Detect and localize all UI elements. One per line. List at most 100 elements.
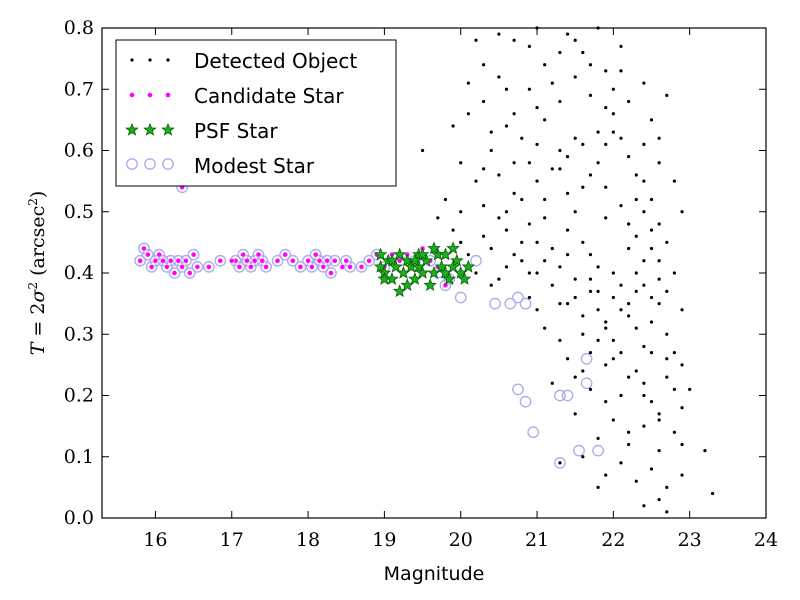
data-point bbox=[665, 289, 669, 293]
data-point bbox=[581, 185, 585, 189]
data-point bbox=[573, 75, 577, 79]
data-point bbox=[634, 173, 638, 177]
data-point bbox=[535, 179, 539, 183]
data-point bbox=[596, 338, 600, 342]
data-point bbox=[657, 418, 661, 422]
data-point bbox=[554, 457, 566, 469]
data-point bbox=[596, 308, 600, 312]
data-point bbox=[497, 216, 501, 220]
data-point bbox=[543, 326, 547, 330]
data-point bbox=[443, 197, 448, 202]
series-candidate-star bbox=[137, 184, 453, 289]
data-point bbox=[665, 510, 669, 514]
data-point bbox=[442, 282, 449, 289]
data-point bbox=[244, 257, 250, 264]
data-point bbox=[596, 265, 600, 269]
ticks-layer: 16 17 18 19 20 21 22 23 24 0.0 0.1 0.2 0.3 0.4 0.5 0.6 0… bbox=[64, 17, 778, 551]
data-point bbox=[527, 87, 532, 91]
y-label-paren-open: (arcsec bbox=[27, 206, 49, 282]
data-point bbox=[604, 320, 608, 324]
data-point bbox=[179, 263, 186, 270]
data-point bbox=[144, 251, 151, 258]
data-point bbox=[482, 167, 486, 171]
data-point bbox=[543, 216, 547, 220]
legend-marker bbox=[125, 122, 139, 136]
data-point bbox=[619, 69, 623, 73]
data-point bbox=[504, 87, 509, 91]
data-point bbox=[611, 130, 615, 134]
data-point bbox=[588, 253, 593, 257]
data-point bbox=[512, 161, 516, 165]
data-point bbox=[504, 228, 509, 232]
data-point bbox=[419, 253, 434, 267]
x-tick-label: 17 bbox=[220, 529, 244, 551]
data-point bbox=[634, 326, 638, 330]
data-point bbox=[588, 289, 593, 293]
data-point bbox=[634, 234, 638, 238]
data-point bbox=[451, 124, 455, 128]
x-axis-label: Magnitude bbox=[384, 563, 485, 585]
data-point bbox=[442, 272, 457, 285]
data-point bbox=[233, 261, 246, 273]
data-point bbox=[604, 69, 608, 73]
data-point bbox=[543, 197, 547, 202]
data-point bbox=[604, 363, 608, 367]
data-point bbox=[247, 263, 254, 270]
data-point bbox=[619, 351, 623, 355]
data-point bbox=[657, 498, 661, 502]
data-point bbox=[581, 455, 585, 459]
data-point bbox=[573, 277, 577, 281]
data-point bbox=[627, 302, 631, 306]
data-point bbox=[205, 263, 212, 270]
data-point bbox=[604, 473, 608, 477]
data-point bbox=[604, 326, 608, 330]
data-point bbox=[619, 44, 623, 48]
data-point bbox=[573, 210, 577, 214]
data-point bbox=[527, 426, 540, 439]
data-point bbox=[396, 265, 411, 279]
data-point bbox=[703, 449, 707, 453]
data-point bbox=[439, 279, 452, 292]
data-point bbox=[415, 247, 430, 261]
data-point bbox=[436, 216, 440, 220]
data-point bbox=[604, 142, 608, 146]
data-point bbox=[145, 261, 158, 273]
x-tick-label: 19 bbox=[372, 529, 396, 551]
data-point bbox=[415, 265, 430, 279]
data-point bbox=[504, 297, 517, 310]
data-point bbox=[634, 289, 638, 293]
data-point bbox=[580, 377, 593, 390]
data-point bbox=[466, 112, 470, 116]
data-point bbox=[396, 257, 403, 264]
series-modest-star bbox=[134, 181, 604, 469]
data-point bbox=[148, 263, 155, 270]
legend: Detected Object Candidate Star PSF Star … bbox=[115, 39, 397, 187]
data-point bbox=[466, 253, 470, 257]
x-tick-label: 21 bbox=[525, 529, 549, 551]
y-label-T: T bbox=[27, 341, 49, 355]
data-point bbox=[604, 185, 608, 189]
data-point bbox=[596, 289, 600, 293]
data-point bbox=[649, 320, 654, 324]
data-point bbox=[619, 461, 623, 465]
data-point bbox=[320, 263, 327, 270]
data-point bbox=[497, 32, 501, 36]
data-point bbox=[489, 148, 493, 153]
data-point bbox=[642, 283, 646, 287]
legend-marker-psf-star bbox=[125, 122, 175, 136]
data-point bbox=[504, 265, 509, 269]
legend-label-psf-star: PSF Star bbox=[194, 119, 278, 143]
data-point bbox=[312, 251, 319, 258]
data-point bbox=[512, 383, 524, 396]
data-point bbox=[156, 251, 163, 258]
data-point bbox=[168, 267, 181, 279]
data-point bbox=[167, 257, 174, 264]
data-point bbox=[634, 271, 638, 275]
y-tick-label: 0.8 bbox=[64, 17, 94, 39]
data-point bbox=[191, 261, 204, 273]
legend-marker bbox=[144, 158, 156, 170]
data-point bbox=[255, 251, 262, 258]
data-point bbox=[619, 393, 623, 398]
data-point bbox=[489, 297, 501, 310]
data-point bbox=[252, 248, 265, 261]
